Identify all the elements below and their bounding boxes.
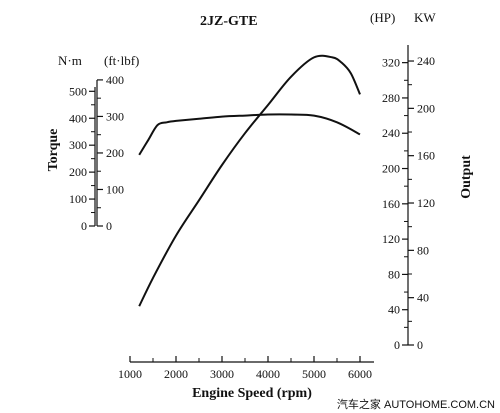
- x-tick-label: 3000: [210, 367, 234, 381]
- hp-tick-label: 160: [382, 197, 400, 211]
- nm-ticks: 0 100 200 300 400 500: [69, 84, 95, 233]
- hp-tick-label: 0: [394, 338, 400, 352]
- hp-tick-label: 40: [388, 303, 400, 317]
- ftlbf-unit-label: (ft·lbf): [104, 53, 139, 68]
- nm-tick-label: 400: [69, 111, 87, 125]
- x-ticks: 1000 2000 3000 4000 5000 6000: [118, 356, 372, 381]
- hp-tick-label: 120: [382, 232, 400, 246]
- hp-tick-label: 320: [382, 56, 400, 70]
- torque-curve: [138, 113, 361, 156]
- ftlbf-ticks: 0 100 200 300 400: [97, 73, 124, 233]
- nm-tick-label: 200: [69, 165, 87, 179]
- kw-ticks: 0 40 80 120 160 200 240: [408, 54, 435, 352]
- kw-unit-label: KW: [414, 10, 436, 25]
- nm-tick-label: 100: [69, 192, 87, 206]
- x-tick-label: 6000: [348, 367, 372, 381]
- nm-unit-label: N·m: [58, 53, 82, 68]
- ftlbf-tick-label: 200: [106, 146, 124, 160]
- hp-tick-label: 80: [388, 267, 400, 281]
- ftlbf-tick-label: 400: [106, 73, 124, 87]
- nm-tick-label: 300: [69, 138, 87, 152]
- torque-axis-title: Torque: [46, 129, 61, 172]
- x-tick-label: 1000: [118, 367, 142, 381]
- ftlbf-tick-label: 0: [106, 219, 112, 233]
- kw-tick-label: 40: [417, 291, 429, 305]
- ftlbf-tick-label: 100: [106, 182, 124, 196]
- x-tick-label: 5000: [302, 367, 326, 381]
- x-tick-label: 4000: [256, 367, 280, 381]
- x-axis-title: Engine Speed (rpm): [192, 386, 312, 401]
- x-tick-label: 2000: [164, 367, 188, 381]
- kw-tick-label: 80: [417, 243, 429, 257]
- hp-unit-label: (HP): [370, 10, 395, 25]
- power-curve: [138, 54, 361, 307]
- watermark: 汽车之家 AUTOHOME.COM.CN: [337, 397, 495, 411]
- hp-tick-label: 280: [382, 91, 400, 105]
- hp-tick-label: 200: [382, 162, 400, 176]
- nm-tick-label: 0: [81, 219, 87, 233]
- nm-tick-label: 500: [69, 84, 87, 98]
- output-axis-title: Output: [459, 155, 474, 199]
- kw-tick-label: 160: [417, 149, 435, 163]
- kw-tick-label: 0: [417, 338, 423, 352]
- chart-title: 2JZ-GTE: [200, 14, 258, 29]
- kw-tick-label: 120: [417, 196, 435, 210]
- hp-tick-label: 240: [382, 126, 400, 140]
- hp-ticks: 0 40 80 120 160 200 240 280 320: [382, 56, 408, 352]
- kw-tick-label: 200: [417, 101, 435, 115]
- kw-tick-label: 240: [417, 54, 435, 68]
- ftlbf-tick-label: 300: [106, 109, 124, 123]
